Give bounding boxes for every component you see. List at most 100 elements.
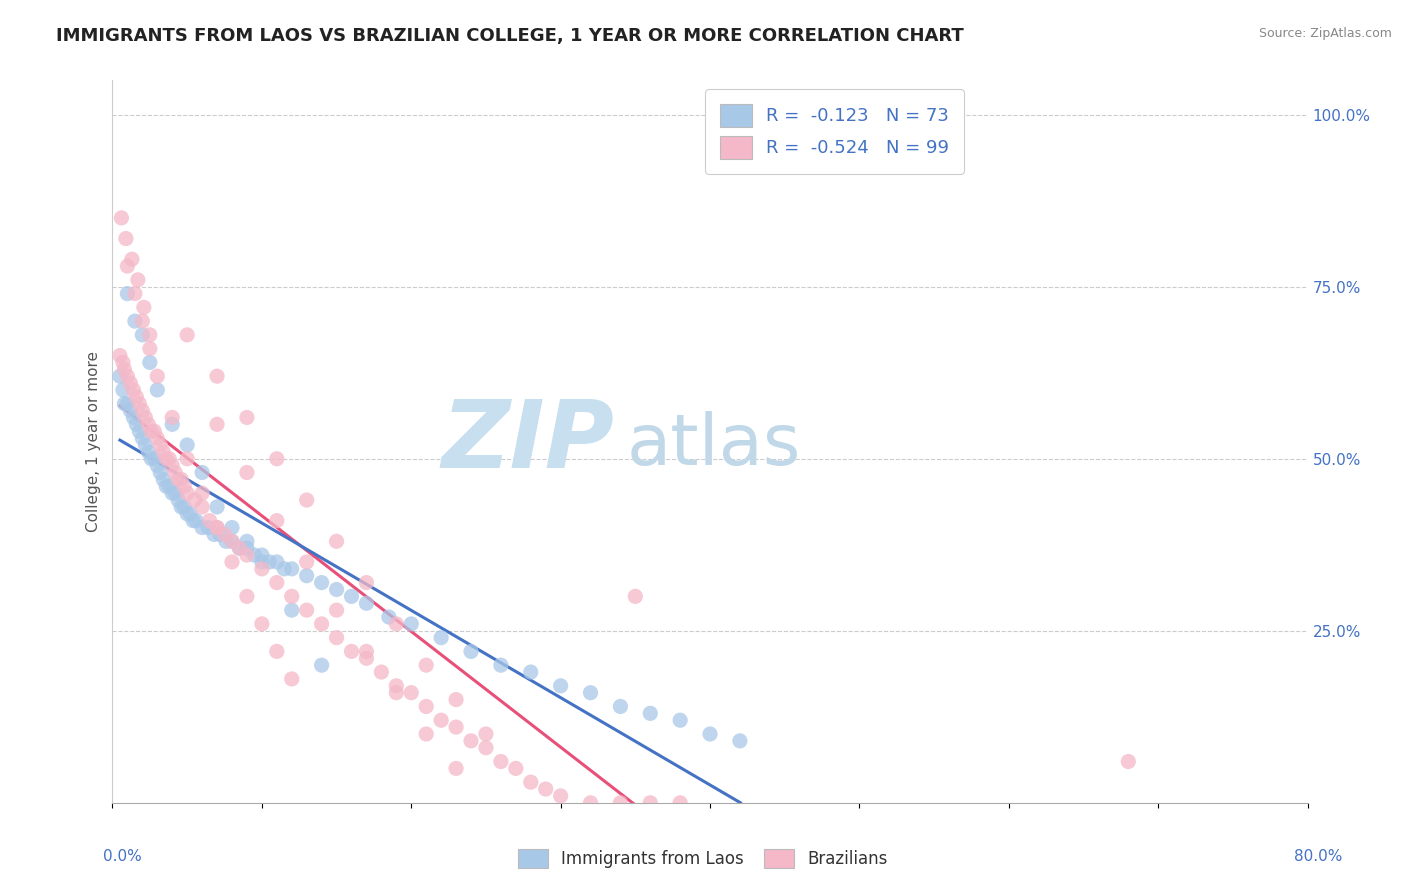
Point bbox=[128, 397, 150, 411]
Point bbox=[146, 383, 169, 397]
Point bbox=[295, 555, 318, 569]
Point bbox=[520, 775, 543, 789]
Point bbox=[385, 679, 408, 693]
Point bbox=[236, 541, 259, 556]
Point bbox=[534, 782, 557, 797]
Point bbox=[505, 761, 527, 775]
Point bbox=[202, 527, 225, 541]
Point bbox=[162, 417, 183, 432]
Point bbox=[111, 383, 134, 397]
Point bbox=[430, 631, 453, 645]
Point bbox=[250, 548, 273, 562]
Point bbox=[311, 658, 333, 673]
Point bbox=[108, 349, 131, 363]
Point bbox=[110, 211, 132, 225]
Point bbox=[669, 796, 692, 810]
Point bbox=[170, 472, 193, 486]
Legend: Immigrants from Laos, Brazilians: Immigrants from Laos, Brazilians bbox=[512, 842, 894, 875]
Point bbox=[1118, 755, 1140, 769]
Point bbox=[179, 507, 201, 521]
Point bbox=[191, 466, 214, 480]
Point bbox=[415, 699, 437, 714]
Point bbox=[183, 493, 205, 508]
Legend: R =  -0.123   N = 73, R =  -0.524   N = 99: R = -0.123 N = 73, R = -0.524 N = 99 bbox=[704, 89, 965, 174]
Point bbox=[378, 610, 401, 624]
Point bbox=[108, 369, 131, 384]
Point bbox=[149, 438, 172, 452]
Point bbox=[127, 273, 149, 287]
Text: 0.0%: 0.0% bbox=[103, 849, 142, 863]
Point bbox=[489, 658, 512, 673]
Point bbox=[340, 590, 363, 604]
Point bbox=[157, 451, 180, 466]
Point bbox=[236, 590, 259, 604]
Point bbox=[243, 548, 266, 562]
Point bbox=[624, 590, 647, 604]
Point bbox=[138, 417, 160, 432]
Point bbox=[191, 486, 214, 500]
Point bbox=[221, 534, 243, 549]
Point bbox=[295, 493, 318, 508]
Point bbox=[415, 727, 437, 741]
Point bbox=[162, 486, 183, 500]
Point bbox=[149, 466, 172, 480]
Point bbox=[259, 555, 281, 569]
Point bbox=[236, 548, 259, 562]
Point bbox=[311, 616, 333, 631]
Point bbox=[356, 651, 378, 665]
Point bbox=[176, 451, 198, 466]
Point bbox=[520, 665, 543, 679]
Point bbox=[181, 514, 204, 528]
Point bbox=[117, 286, 139, 301]
Point bbox=[117, 397, 139, 411]
Point bbox=[141, 451, 163, 466]
Point bbox=[205, 417, 228, 432]
Point bbox=[340, 644, 363, 658]
Point bbox=[152, 472, 174, 486]
Point bbox=[167, 493, 190, 508]
Point bbox=[139, 355, 162, 369]
Point bbox=[205, 369, 228, 384]
Point bbox=[205, 520, 228, 534]
Point bbox=[221, 534, 243, 549]
Point bbox=[162, 458, 183, 473]
Point bbox=[132, 301, 155, 315]
Point bbox=[125, 417, 148, 432]
Point bbox=[143, 424, 166, 438]
Point bbox=[236, 466, 259, 480]
Point bbox=[699, 727, 721, 741]
Point bbox=[186, 514, 208, 528]
Point bbox=[228, 541, 250, 556]
Point bbox=[173, 479, 195, 493]
Point bbox=[205, 500, 228, 514]
Point bbox=[311, 575, 333, 590]
Point bbox=[221, 555, 243, 569]
Point bbox=[115, 231, 138, 245]
Point bbox=[640, 796, 662, 810]
Point bbox=[155, 479, 177, 493]
Point bbox=[139, 342, 162, 356]
Point bbox=[138, 445, 160, 459]
Point bbox=[155, 451, 177, 466]
Point bbox=[228, 541, 250, 556]
Point bbox=[640, 706, 662, 721]
Point bbox=[460, 734, 482, 748]
Point bbox=[550, 789, 572, 803]
Point bbox=[295, 603, 318, 617]
Point bbox=[131, 327, 153, 342]
Point bbox=[325, 631, 347, 645]
Point bbox=[165, 486, 187, 500]
Point bbox=[120, 376, 142, 390]
Point bbox=[176, 507, 198, 521]
Point bbox=[325, 603, 347, 617]
Point bbox=[146, 369, 169, 384]
Point bbox=[266, 514, 288, 528]
Point bbox=[114, 397, 135, 411]
Point bbox=[281, 590, 304, 604]
Point bbox=[295, 568, 318, 582]
Point bbox=[475, 740, 498, 755]
Point bbox=[122, 383, 145, 397]
Point bbox=[152, 445, 174, 459]
Point bbox=[281, 672, 304, 686]
Y-axis label: College, 1 year or more: College, 1 year or more bbox=[86, 351, 101, 532]
